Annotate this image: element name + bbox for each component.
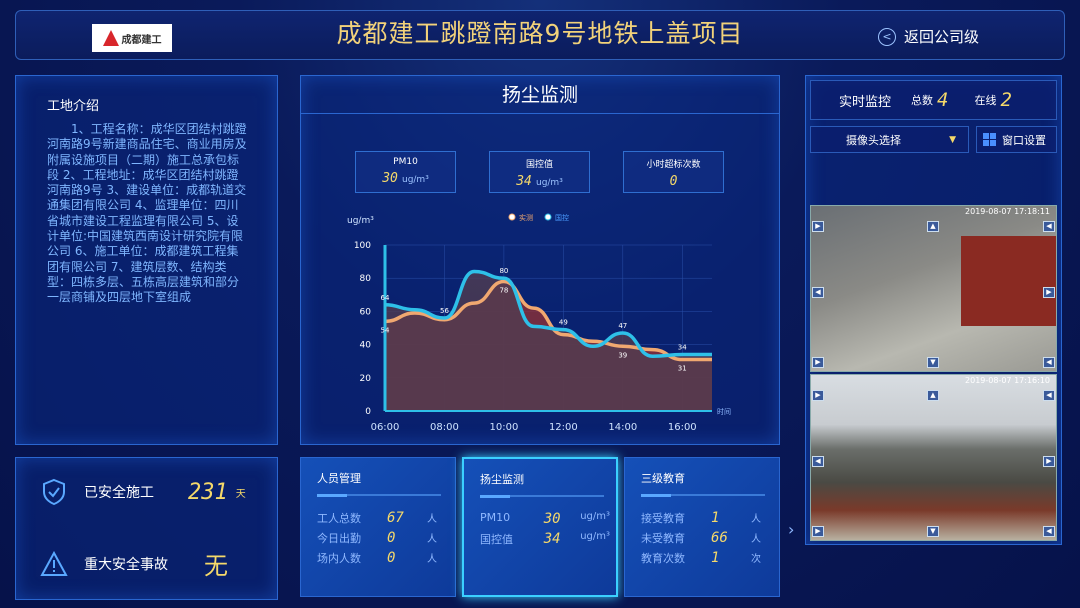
intro-title: 工地介绍 [47,99,100,114]
ptz-arrow-icon[interactable]: ◀ [1043,390,1055,401]
camera-total: 4 [937,89,949,111]
next-arrow-icon[interactable]: › [788,520,795,539]
ptz-arrow-icon[interactable]: ◀ [1043,526,1055,537]
stat-box-0: PM10 30 ug/m³ [355,151,456,193]
ptz-arrow-icon[interactable]: ◀ [1043,221,1055,232]
data-label: 64 [381,294,390,302]
data-label: 54 [381,326,390,334]
warning-icon [40,550,68,576]
intro-text: 1、工程名称：成华区团结村跳蹬河南路9号新建商品住宅、商业用房及附属设施项目（二… [47,122,247,305]
camera-select-dropdown[interactable]: 摄像头选择 ▼ [810,126,969,153]
data-label: 49 [559,319,568,327]
safe-days-row: 已安全施工 231 天 [42,478,246,506]
back-to-company-button[interactable]: < 返回公司级 [878,26,979,47]
ptz-arrow-icon[interactable]: ▶ [1043,456,1055,467]
ptz-arrow-icon[interactable]: ◀ [812,287,824,298]
chevron-left-icon: < [878,27,896,46]
window-settings-button[interactable]: 窗口设置 [976,126,1057,153]
legend-label: 国控 [555,213,569,222]
camera-feed-2[interactable]: 2019-08-07 17:16:10 [810,374,1057,541]
y-tick-label: 20 [360,374,372,384]
card-row: 教育次数 1 次 [641,550,761,566]
ptz-arrow-icon[interactable]: ◀ [1043,357,1055,368]
card-row: 国控值 34 ug/m³ [480,531,610,547]
ptz-arrow-icon[interactable]: ▶ [812,221,824,232]
ptz-arrow-icon[interactable]: ▼ [927,357,939,368]
ptz-arrow-icon[interactable]: ▲ [927,221,939,232]
y-tick-label: 80 [360,274,372,284]
page-title: 成都建工跳蹬南路9号地铁上盖项目 [336,19,744,48]
x-tick-label: 08:00 [430,422,459,433]
ptz-arrow-icon[interactable]: ▶ [812,390,824,401]
x-tick-label: 12:00 [549,422,578,433]
ptz-arrow-icon[interactable]: ▲ [927,390,939,401]
legend-marker [508,213,516,221]
y-tick-label: 0 [365,407,371,417]
data-label: 78 [499,287,508,295]
ptz-arrow-icon[interactable]: ◀ [812,456,824,467]
summary-card-0[interactable]: 人员管理 工人总数 67 人今日出勤 0 人场内人数 0 人 [300,457,456,597]
ptz-arrow-icon[interactable]: ▶ [812,526,824,537]
legend-marker [544,213,552,221]
stat-box-1: 国控值 34 ug/m³ [489,151,590,193]
grid-icon [983,133,996,146]
series-area [385,271,712,411]
x-tick-label: 06:00 [371,422,400,433]
dust-chart: 0 20 40 60 80 100 06:00 08:00 10:00 12:00 14:00 16:… [347,213,731,433]
summary-card-1[interactable]: 扬尘监测 PM10 30 ug/m³ 国控值 34 ug/m³ [462,457,618,597]
x-tick-label: 16:00 [668,422,697,433]
summary-card-2[interactable]: 三级教育 接受教育 1 人未受教育 66 人教育次数 1 次 [624,457,780,597]
ptz-arrow-icon[interactable]: ▼ [927,526,939,537]
site-intro-panel [15,75,278,445]
camera-feed-1[interactable]: 2019-08-07 17:18:11 [810,205,1057,372]
caret-down-icon: ▼ [949,134,956,145]
monitor-header: 实时监控 总数 4 在线 2 [810,80,1057,120]
safety-panel [15,457,278,600]
data-label: 31 [678,365,687,373]
y-tick-label: 100 [354,241,371,251]
card-row: 工人总数 67 人 [317,510,437,526]
x-tick-label: 14:00 [608,422,637,433]
data-label: 39 [618,351,627,359]
card-row: PM10 30 ug/m³ [480,511,610,527]
camera-online: 2 [1000,89,1012,111]
data-label: 47 [618,322,627,330]
company-logo: 成都建工 [92,24,172,52]
major-accident-row: 重大安全事故 无 [40,546,228,581]
card-row: 接受教育 1 人 [641,510,761,526]
stat-box-2: 小时超标次数 0 [623,151,724,193]
dust-title: 扬尘监测 [301,76,779,114]
legend-label: 实测 [519,213,533,222]
y-axis-label: ug/m³ [347,216,374,226]
data-label: 56 [440,307,449,315]
y-tick-label: 60 [360,307,372,317]
shield-icon [43,478,65,506]
data-label: 34 [678,344,687,352]
y-tick-label: 40 [360,341,372,351]
data-label: 80 [499,267,508,275]
ptz-arrow-icon[interactable]: ▶ [812,357,824,368]
card-row: 未受教育 66 人 [641,530,761,546]
x-tick-label: 10:00 [489,422,518,433]
x-axis-label: 时间 [717,407,731,416]
series-line [384,269,712,358]
card-row: 场内人数 0 人 [317,550,437,566]
ptz-arrow-icon[interactable]: ▶ [1043,287,1055,298]
card-row: 今日出勤 0 人 [317,530,437,546]
